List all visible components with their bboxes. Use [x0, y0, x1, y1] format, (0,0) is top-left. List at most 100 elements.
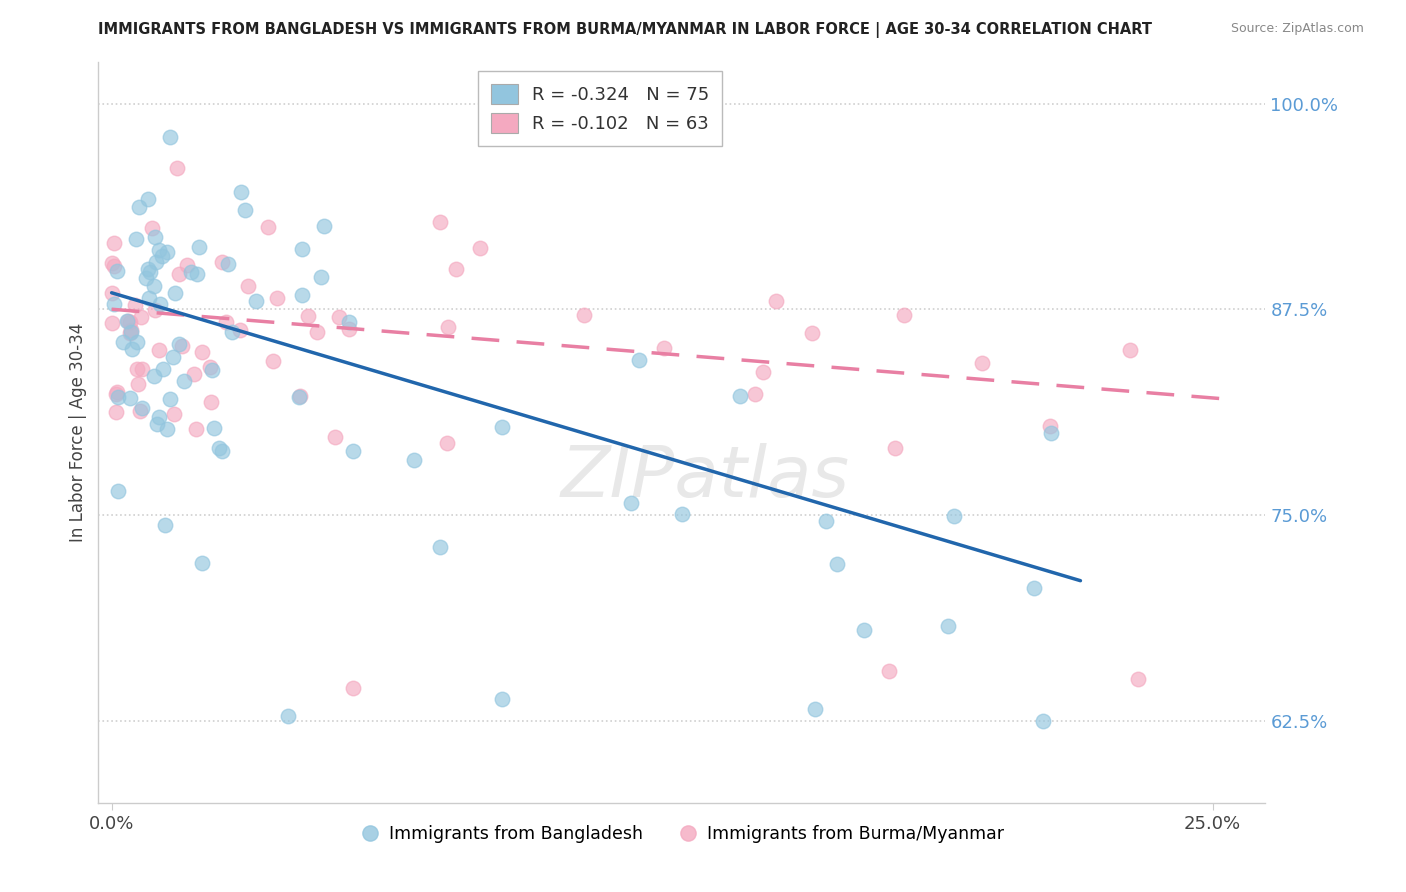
Point [444, 262, 467, 277]
Point [429, 540, 451, 554]
Point [142, 368, 165, 383]
Point [186, 268, 208, 282]
Point [262, 353, 284, 368]
Point [145, 255, 167, 269]
Point [143, 230, 166, 244]
Point [853, 623, 876, 637]
Point [118, 392, 141, 406]
Text: ZIPatlas: ZIPatlas [561, 442, 849, 511]
Point [297, 309, 319, 323]
Point [166, 161, 188, 176]
Point [437, 319, 460, 334]
Point [105, 405, 128, 419]
Point [101, 256, 124, 270]
Point [138, 291, 160, 305]
Point [652, 341, 675, 355]
Point [159, 392, 181, 406]
Point [138, 265, 160, 279]
Point [141, 220, 163, 235]
Point [167, 337, 190, 351]
Point [211, 254, 233, 268]
Point [153, 518, 176, 533]
Point [877, 664, 900, 678]
Point [1032, 714, 1054, 728]
Point [148, 243, 170, 257]
Point [1024, 581, 1046, 595]
Point [404, 453, 426, 467]
Point [291, 242, 314, 256]
Point [135, 271, 157, 285]
Point [127, 335, 149, 350]
Point [572, 308, 595, 322]
Point [100, 316, 122, 330]
Point [893, 308, 915, 322]
Point [337, 322, 360, 336]
Point [117, 314, 139, 328]
Point [942, 509, 965, 524]
Point [125, 362, 148, 376]
Point [105, 385, 128, 400]
Point [229, 186, 252, 200]
Point [342, 444, 364, 458]
Point [728, 389, 751, 403]
Text: IMMIGRANTS FROM BANGLADESH VS IMMIGRANTS FROM BURMA/MYANMAR IN LABOR FORCE | AGE: IMMIGRANTS FROM BANGLADESH VS IMMIGRANTS… [98, 22, 1153, 38]
Point [470, 241, 492, 255]
Point [229, 323, 252, 337]
Point [107, 483, 129, 498]
Point [233, 202, 256, 217]
Point [245, 294, 267, 309]
Point [238, 278, 260, 293]
Point [1119, 343, 1142, 357]
Point [752, 365, 775, 379]
Point [215, 315, 238, 329]
Point [107, 390, 129, 404]
Point [190, 557, 212, 571]
Point [120, 326, 142, 340]
Point [163, 407, 186, 421]
Point [211, 444, 233, 458]
Point [288, 389, 311, 403]
Point [131, 401, 153, 416]
Point [105, 264, 128, 278]
Point [118, 326, 141, 341]
Point [120, 316, 142, 330]
Point [328, 310, 350, 325]
Point [257, 220, 280, 235]
Point [183, 368, 205, 382]
Point [201, 362, 224, 376]
Point [163, 286, 186, 301]
Point [136, 262, 159, 277]
Point [188, 240, 211, 254]
Point [120, 323, 142, 337]
Point [103, 235, 125, 250]
Point [208, 442, 231, 456]
Point [101, 285, 124, 300]
Point [266, 291, 288, 305]
Point [172, 339, 194, 353]
Point [104, 387, 127, 401]
Point [815, 515, 838, 529]
Point [307, 325, 329, 339]
Legend: Immigrants from Bangladesh, Immigrants from Burma/Myanmar: Immigrants from Bangladesh, Immigrants f… [353, 818, 1011, 850]
Point [491, 419, 513, 434]
Point [288, 390, 311, 404]
Point [1040, 426, 1063, 441]
Point [136, 192, 159, 206]
Point [221, 326, 243, 340]
Point [217, 257, 239, 271]
Point [155, 245, 177, 260]
Point [436, 435, 458, 450]
Point [103, 297, 125, 311]
Y-axis label: In Labor Force | Age 30-34: In Labor Force | Age 30-34 [69, 323, 87, 542]
Point [1039, 419, 1062, 434]
Point [124, 298, 146, 312]
Point [111, 335, 134, 350]
Point [103, 260, 125, 274]
Point [117, 313, 139, 327]
Point [936, 619, 959, 633]
Point [150, 250, 173, 264]
Point [309, 269, 332, 284]
Point [131, 362, 153, 376]
Point [671, 507, 693, 521]
Point [143, 278, 166, 293]
